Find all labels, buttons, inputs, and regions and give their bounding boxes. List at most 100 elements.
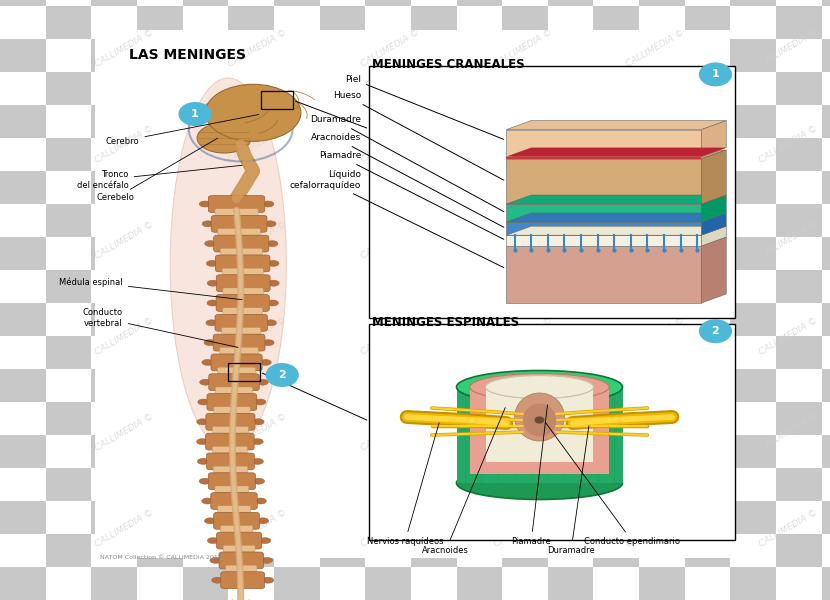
Bar (639, 369, 685, 402)
Bar (95, 30, 730, 558)
Bar (0, 534, 46, 567)
Bar (0, 72, 46, 105)
Text: CALLIMEDIA ©: CALLIMEDIA © (94, 508, 155, 548)
Bar (228, 567, 274, 600)
Bar (46, 171, 91, 204)
Bar (593, 303, 639, 336)
Polygon shape (701, 150, 726, 204)
Bar (0, 402, 46, 435)
FancyBboxPatch shape (222, 268, 263, 275)
Bar (685, 171, 730, 204)
Text: CALLIMEDIA ©: CALLIMEDIA © (758, 124, 819, 164)
Bar (593, 501, 639, 534)
Bar (639, 435, 685, 468)
Bar (411, 270, 457, 303)
Text: Tronco
del encéfalo: Tronco del encéfalo (77, 165, 242, 190)
Bar (502, 105, 548, 138)
Bar (685, 435, 730, 468)
Bar (365, 336, 411, 369)
Text: CALLIMEDIA ©: CALLIMEDIA © (625, 508, 686, 548)
Bar (822, 270, 830, 303)
Ellipse shape (252, 419, 264, 425)
Bar (183, 402, 228, 435)
Bar (593, 402, 639, 435)
Bar (822, 105, 830, 138)
Bar (457, 204, 502, 237)
Text: CALLIMEDIA ©: CALLIMEDIA © (94, 316, 155, 356)
Bar (730, 6, 776, 39)
Bar (228, 204, 274, 237)
Ellipse shape (202, 221, 213, 227)
Bar (822, 435, 830, 468)
Bar (411, 468, 457, 501)
Bar (730, 501, 776, 534)
Bar (228, 468, 274, 501)
Bar (548, 171, 593, 204)
Bar (91, 402, 137, 435)
Text: 1: 1 (191, 109, 199, 119)
Ellipse shape (470, 373, 609, 401)
Text: CALLIMEDIA ©: CALLIMEDIA © (227, 124, 288, 164)
Bar (457, 336, 502, 369)
Ellipse shape (197, 419, 208, 425)
Text: CALLIMEDIA ©: CALLIMEDIA © (492, 316, 554, 356)
Bar (137, 105, 183, 138)
FancyBboxPatch shape (221, 572, 265, 589)
Bar (183, 369, 228, 402)
Bar (320, 72, 365, 105)
FancyBboxPatch shape (226, 565, 256, 572)
Bar (548, 303, 593, 336)
Bar (0, 468, 46, 501)
Bar (776, 468, 822, 501)
Bar (776, 336, 822, 369)
FancyBboxPatch shape (208, 473, 256, 490)
Bar (137, 138, 183, 171)
Bar (274, 567, 320, 600)
Bar (593, 105, 639, 138)
Bar (411, 39, 457, 72)
Circle shape (699, 62, 732, 86)
Text: CALLIMEDIA ©: CALLIMEDIA © (625, 412, 686, 452)
Bar (91, 468, 137, 501)
FancyBboxPatch shape (217, 275, 270, 292)
Bar (365, 0, 411, 6)
Bar (46, 138, 91, 171)
Ellipse shape (212, 577, 223, 583)
Ellipse shape (208, 538, 219, 544)
Bar (639, 567, 685, 600)
Polygon shape (506, 195, 726, 204)
Ellipse shape (199, 478, 211, 484)
Bar (228, 303, 274, 336)
FancyBboxPatch shape (206, 433, 254, 450)
Bar (593, 6, 639, 39)
Bar (228, 369, 274, 402)
Text: CALLIMEDIA ©: CALLIMEDIA © (758, 316, 819, 356)
Bar (320, 204, 365, 237)
Bar (685, 567, 730, 600)
Bar (0, 237, 46, 270)
Bar (776, 402, 822, 435)
Bar (46, 501, 91, 534)
Bar (730, 468, 776, 501)
Bar (593, 270, 639, 303)
Bar (502, 0, 548, 6)
Ellipse shape (515, 393, 564, 441)
Ellipse shape (251, 458, 263, 464)
Bar (639, 171, 685, 204)
Bar (457, 138, 502, 171)
Bar (776, 303, 822, 336)
Text: CALLIMEDIA ©: CALLIMEDIA © (625, 124, 686, 164)
Bar (776, 369, 822, 402)
Bar (593, 0, 639, 6)
Bar (548, 468, 593, 501)
Text: CALLIMEDIA ©: CALLIMEDIA © (94, 124, 155, 164)
Ellipse shape (202, 498, 213, 504)
Bar (548, 369, 593, 402)
FancyBboxPatch shape (216, 387, 252, 394)
Text: CALLIMEDIA ©: CALLIMEDIA © (359, 220, 421, 260)
Bar (369, 324, 735, 540)
Bar (320, 336, 365, 369)
Ellipse shape (267, 260, 279, 266)
Bar (0, 501, 46, 534)
Ellipse shape (204, 340, 216, 346)
